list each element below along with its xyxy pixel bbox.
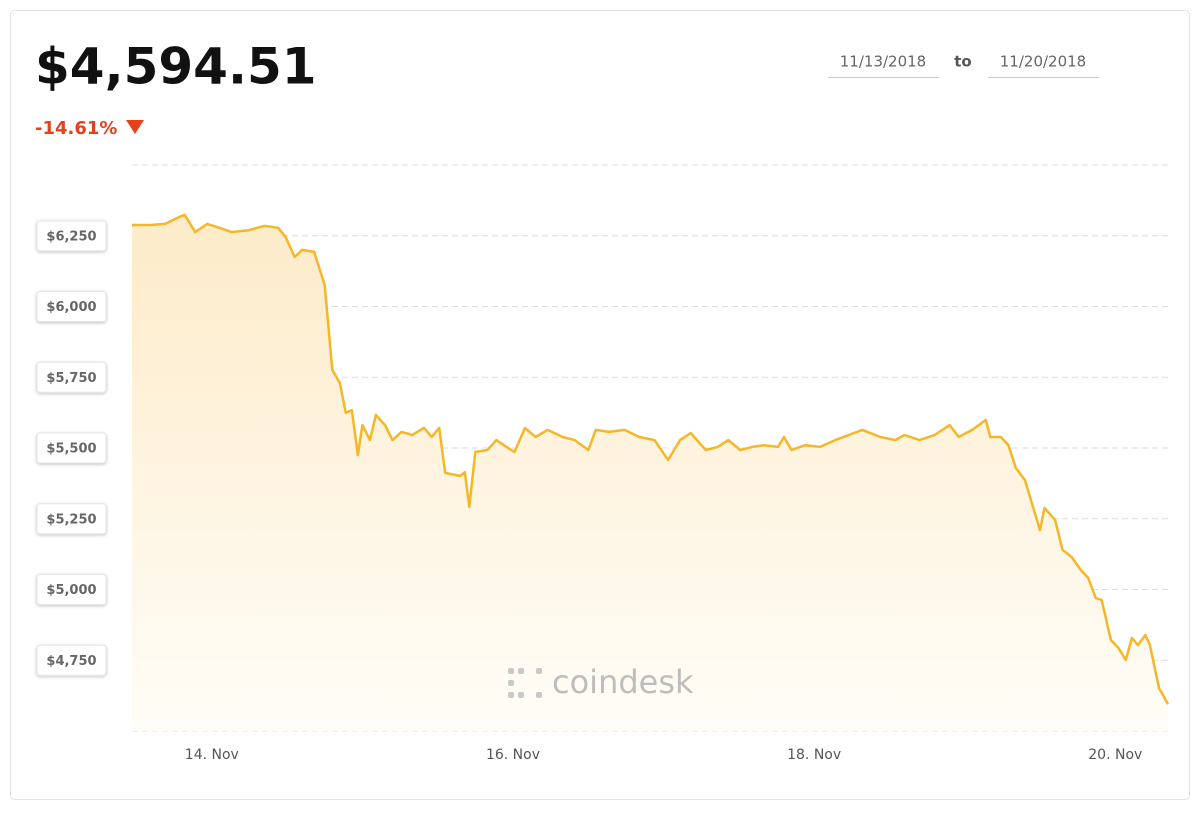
y-tick-box xyxy=(36,574,107,605)
watermark: coindesk xyxy=(508,663,694,701)
y-tick-box xyxy=(36,432,107,464)
down-arrow xyxy=(126,120,144,134)
watermark-text: coindesk xyxy=(552,663,694,701)
date-to[interactable]: 11/20/2018 xyxy=(1000,53,1086,71)
y-tick-label: $4,750 xyxy=(46,654,96,669)
y-tick-label: $6,000 xyxy=(46,300,96,315)
area xyxy=(132,214,1168,732)
x-tick-label: 16. Nov xyxy=(486,747,540,763)
y-tick-label: $5,750 xyxy=(46,371,96,386)
y-tick-box xyxy=(36,503,107,535)
y-tick-box xyxy=(36,291,107,322)
x-tick-label: 18. Nov xyxy=(787,747,841,763)
change: -14.61% xyxy=(35,118,117,139)
y-tick-box xyxy=(36,644,107,676)
y-tick-box xyxy=(36,220,107,252)
price-line xyxy=(132,213,1170,705)
x-tick-label: 14. Nov xyxy=(185,747,239,763)
y-tick-label: $5,500 xyxy=(46,442,96,457)
date-from[interactable]: 11/13/2018 xyxy=(840,53,926,71)
y-tick-label: $6,250 xyxy=(46,229,96,244)
y-tick-box xyxy=(36,361,107,393)
x-tick-label: 20. Nov xyxy=(1088,747,1142,763)
y-tick-label: $5,000 xyxy=(46,583,96,598)
date-joiner: to xyxy=(954,53,971,71)
y-tick-label: $5,250 xyxy=(46,512,96,527)
price: $4,594.51 xyxy=(35,38,317,96)
plot: $4,750 $5,000 $5,250 $5,500 $5,750 $6,000 $6,2… xyxy=(36,164,1170,763)
